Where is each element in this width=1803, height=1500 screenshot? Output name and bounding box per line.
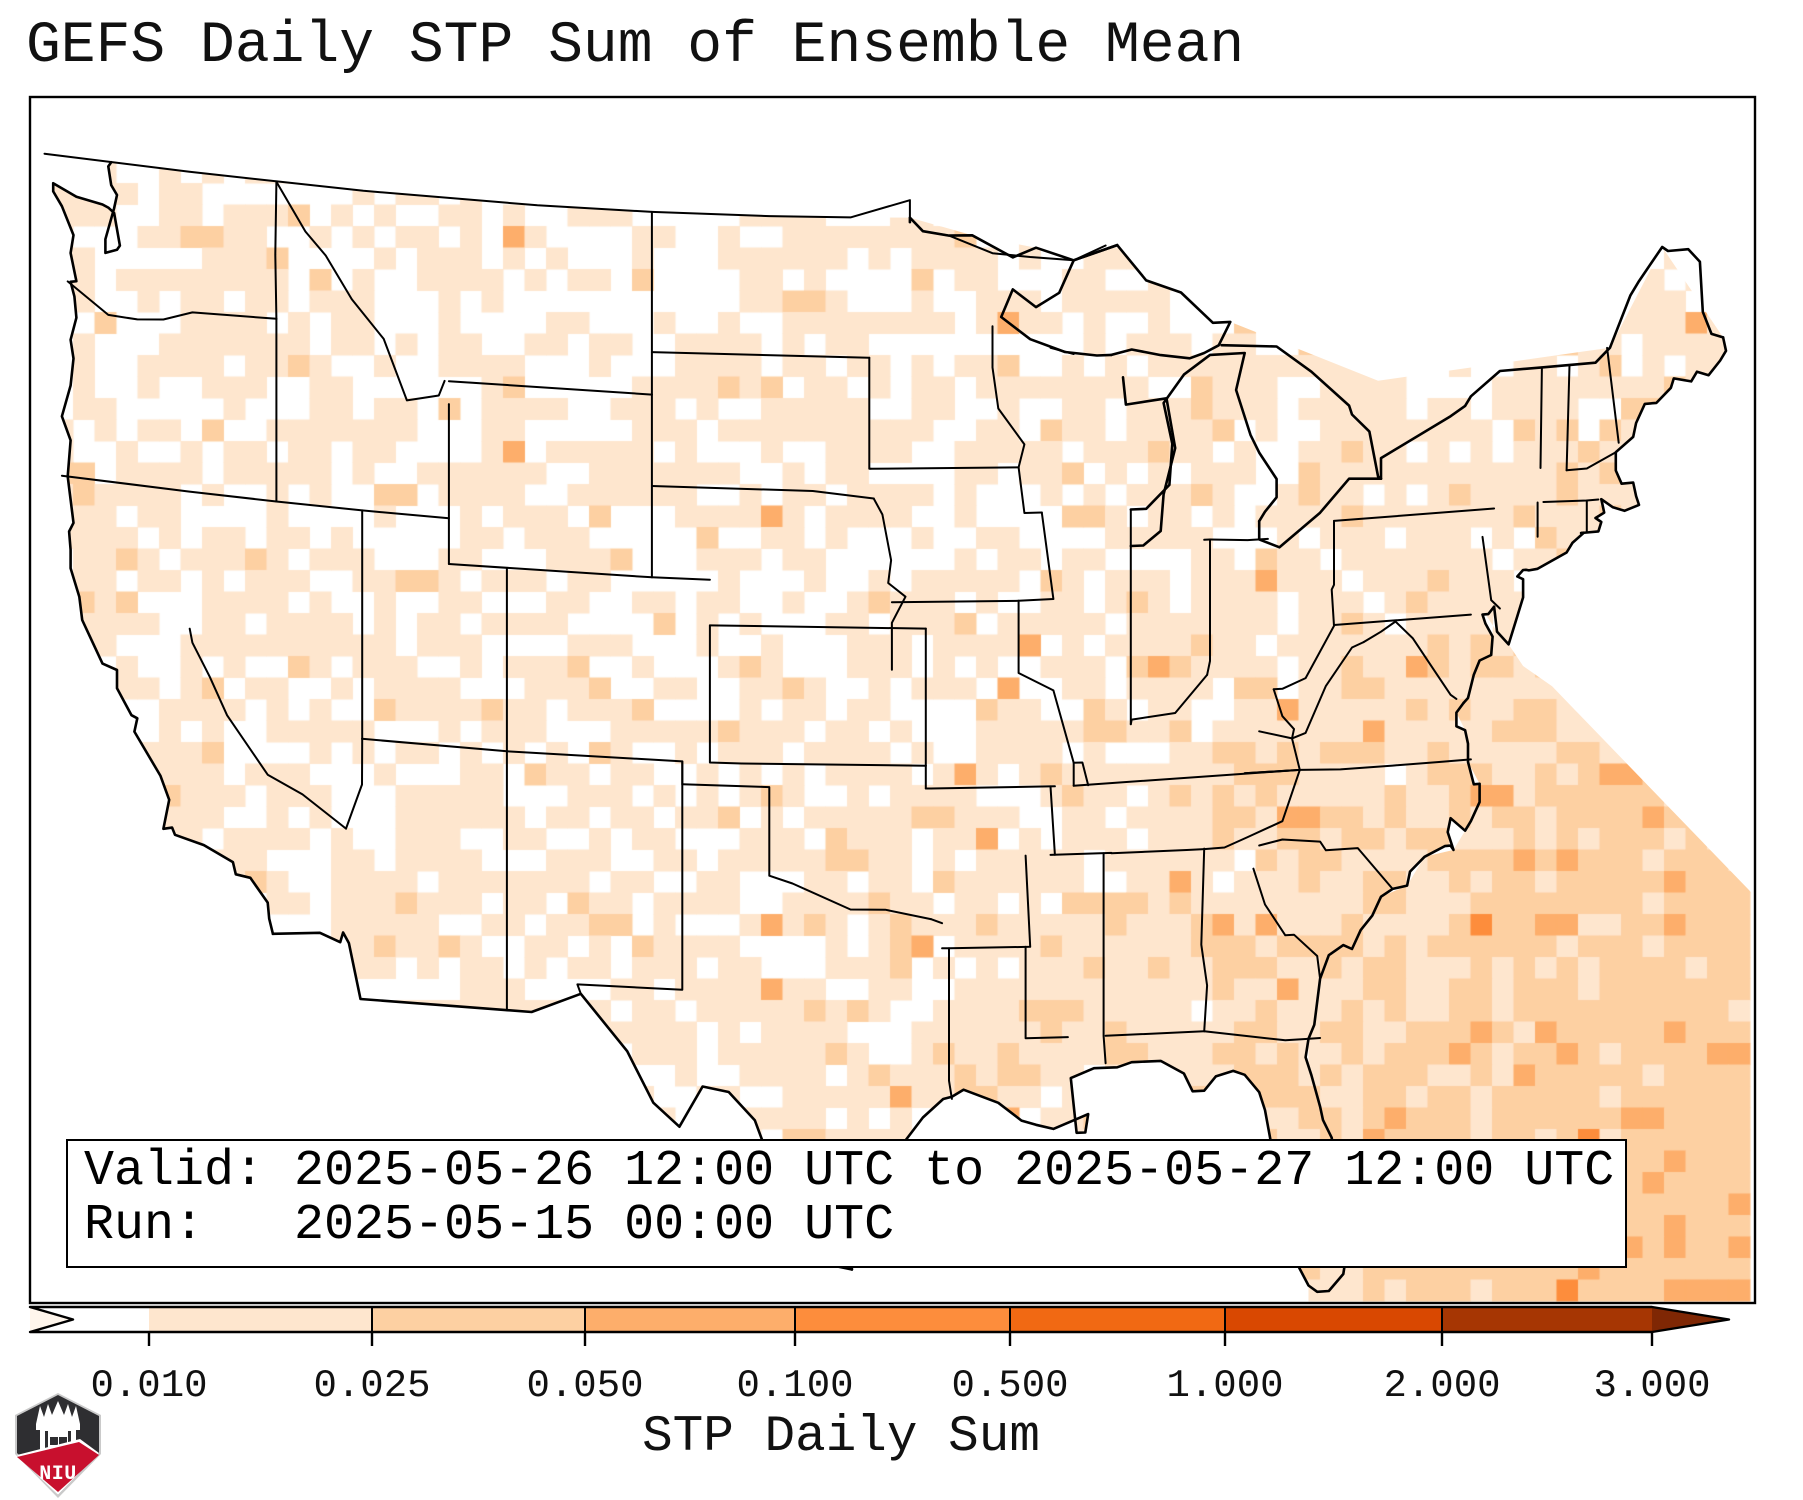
svg-text:0.010: 0.010 xyxy=(90,1364,207,1408)
svg-text:1.000: 1.000 xyxy=(1166,1364,1283,1408)
svg-text:3.000: 3.000 xyxy=(1593,1364,1710,1408)
svg-text:NIU: NIU xyxy=(39,1463,77,1486)
svg-text:2.000: 2.000 xyxy=(1383,1364,1500,1408)
svg-text:0.100: 0.100 xyxy=(736,1364,853,1408)
svg-text:0.050: 0.050 xyxy=(526,1364,643,1408)
svg-text:0.025: 0.025 xyxy=(313,1364,430,1408)
svg-text:0.500: 0.500 xyxy=(951,1364,1068,1408)
svg-text:STP Daily Sum: STP Daily Sum xyxy=(642,1409,1040,1466)
